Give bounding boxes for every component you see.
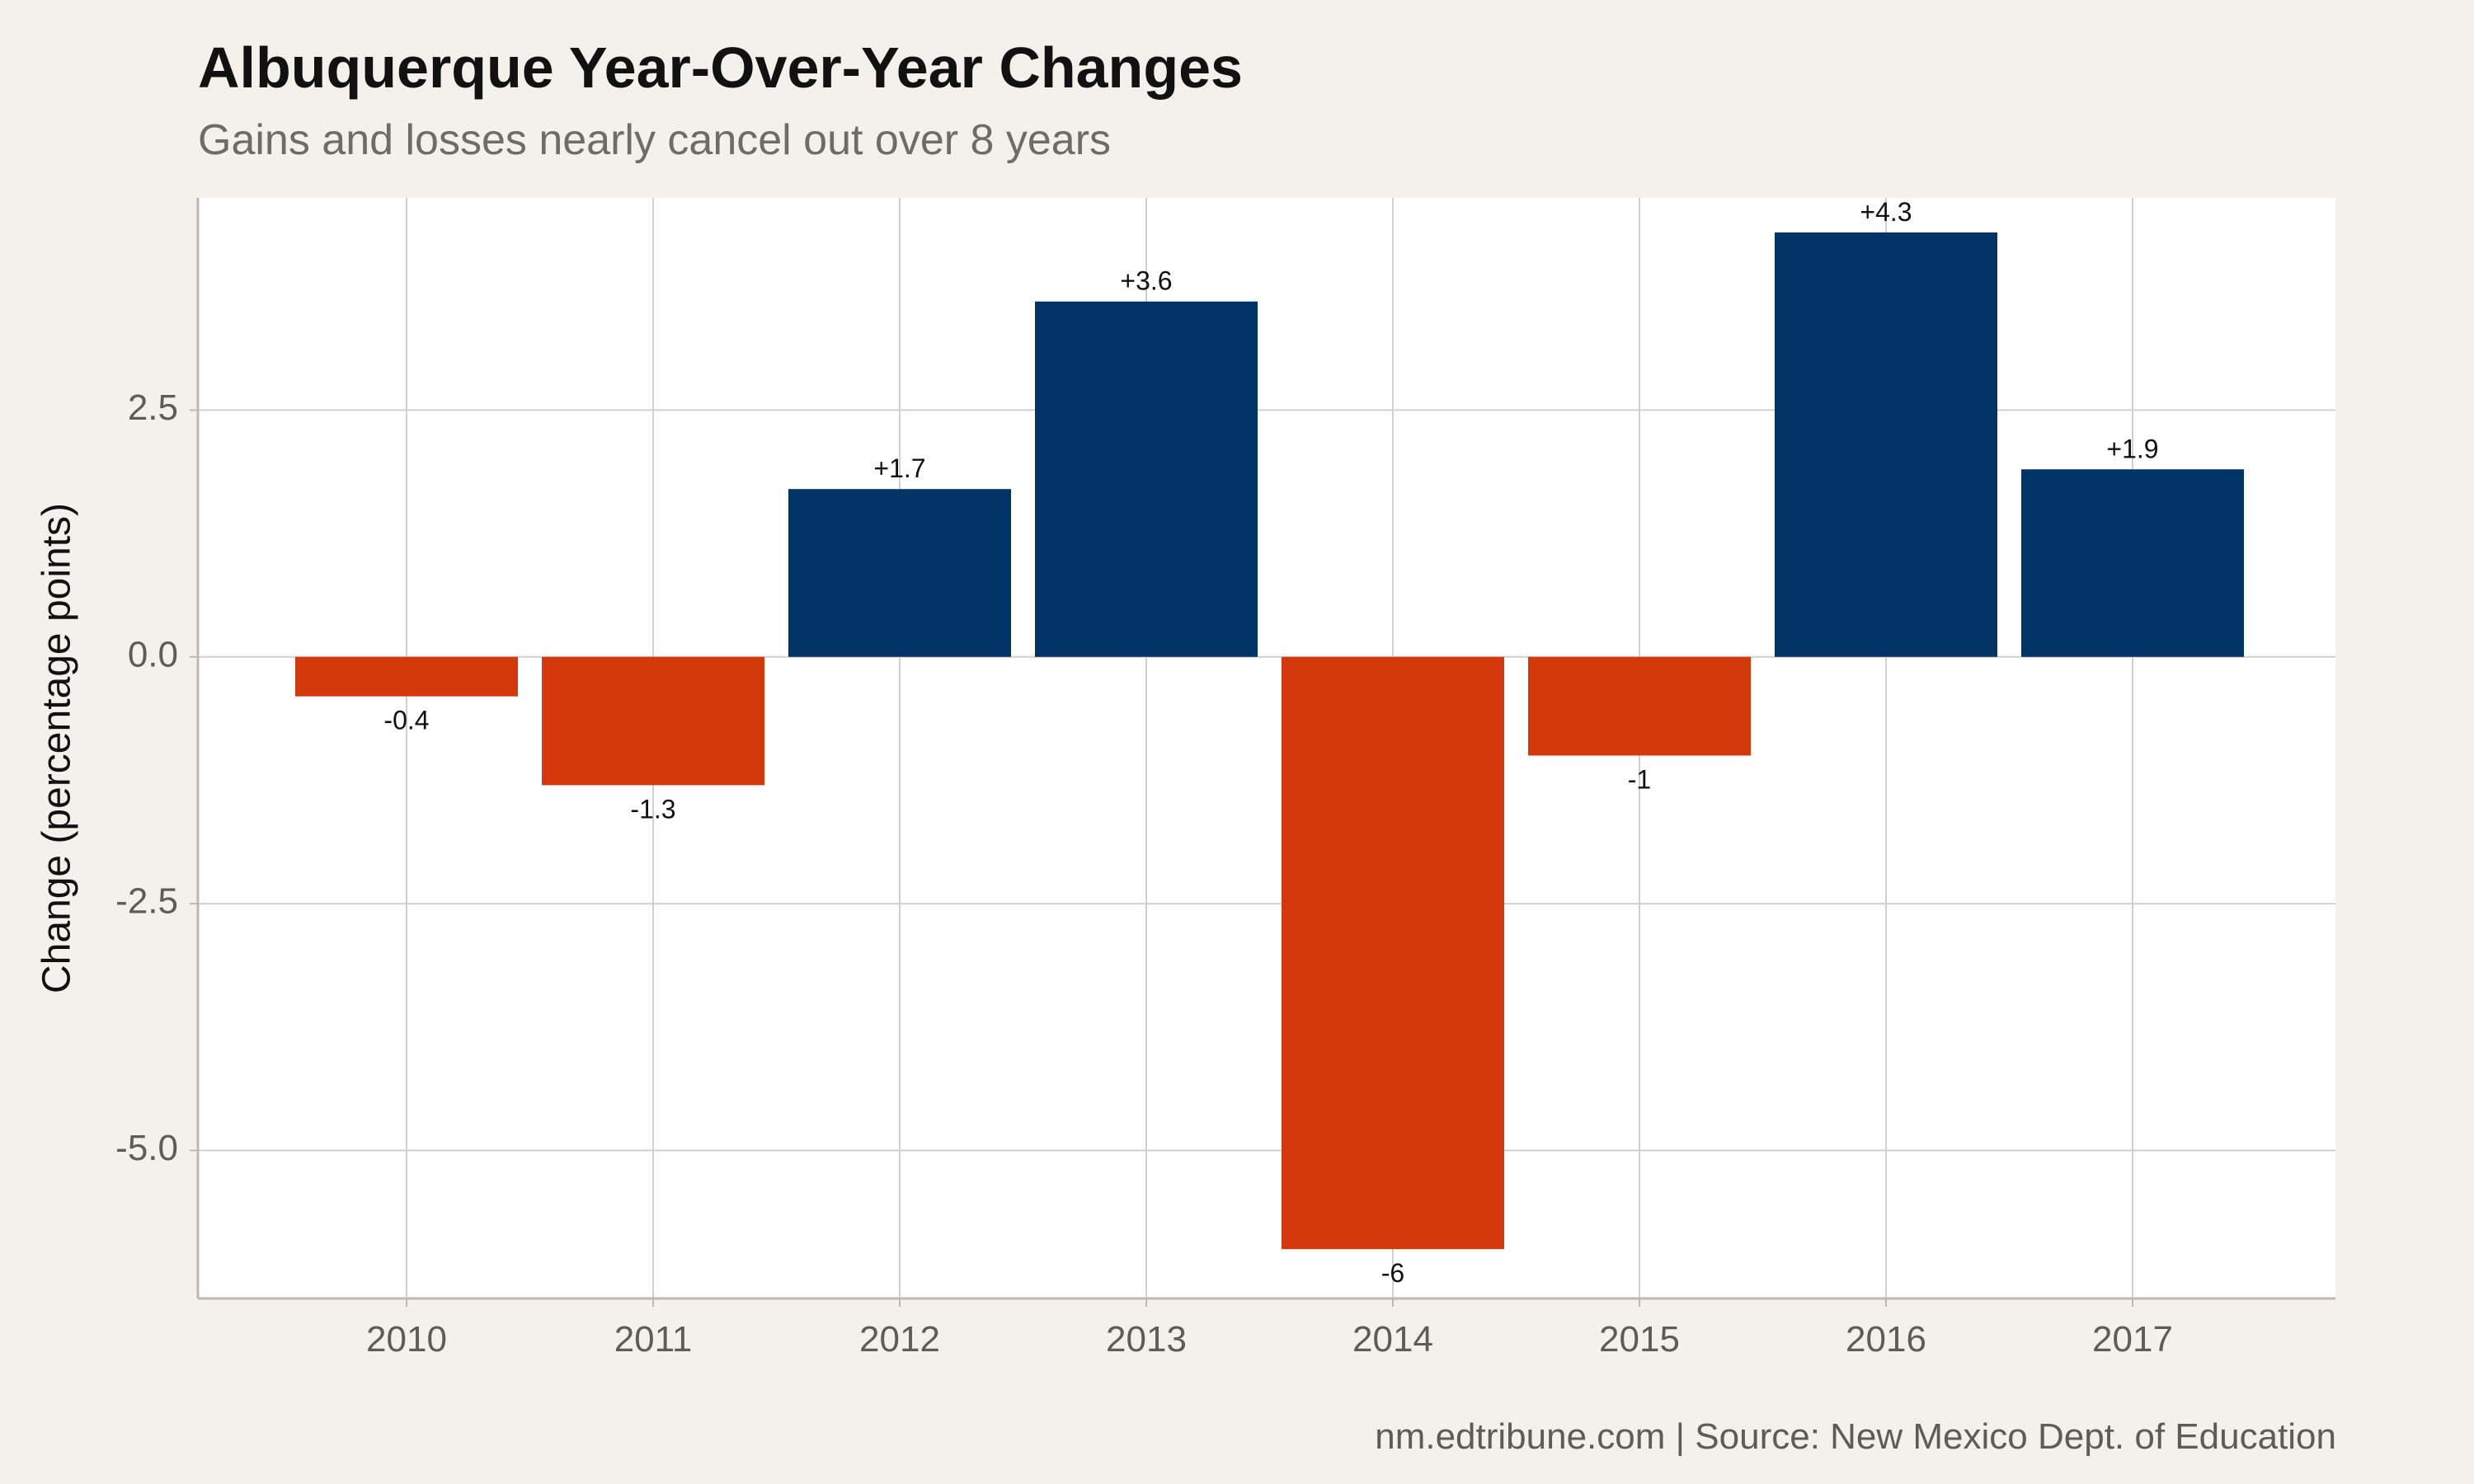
y-axis-title: Change (percentage points) — [35, 503, 79, 993]
x-tick-label: 2010 — [366, 1319, 447, 1360]
data-label: -1.3 — [630, 794, 675, 824]
bar — [295, 656, 518, 697]
x-tick-label: 2011 — [614, 1319, 693, 1360]
bar — [2021, 469, 2244, 657]
x-tick-label: 2017 — [2092, 1319, 2173, 1360]
bar — [1775, 232, 1997, 657]
plot-panel-background — [198, 198, 2335, 1298]
bar — [542, 656, 764, 786]
y-tick-label: 0.0 — [128, 634, 178, 674]
x-tick-label: 2012 — [859, 1319, 940, 1360]
data-labels: -0.4 -1.3 +1.7 +3.6 -6 -1 +4.3 +1.9 — [383, 197, 2158, 1288]
bar — [788, 489, 1011, 657]
data-label: +1.9 — [2106, 434, 2158, 463]
bar — [1282, 656, 1504, 1250]
source-caption: nm.edtribune.com | Source: New Mexico De… — [1375, 1416, 2336, 1457]
gridlines — [198, 198, 2335, 1298]
data-label: +1.7 — [873, 453, 925, 483]
axes: -5.0 -2.5 0.0 2.5 2010 2011 2012 2013 2014 2015 20… — [115, 198, 2335, 1360]
bar — [1035, 301, 1258, 657]
x-tick-label: 2014 — [1352, 1319, 1433, 1360]
data-label: -1 — [1628, 764, 1651, 794]
data-label: -0.4 — [383, 706, 429, 735]
data-label: -6 — [1381, 1258, 1404, 1288]
chart-subtitle: Gains and losses nearly cancel out over … — [198, 116, 1112, 164]
x-tick-label: 2013 — [1106, 1319, 1187, 1360]
y-tick-label: 2.5 — [128, 387, 178, 428]
y-tick-label: -2.5 — [115, 881, 178, 922]
x-tick-label: 2016 — [1846, 1319, 1926, 1360]
x-tick-label: 2015 — [1599, 1319, 1680, 1360]
chart-title: Albuquerque Year-Over-Year Changes — [198, 35, 1243, 100]
data-label: +3.6 — [1120, 266, 1172, 296]
bar — [1528, 656, 1751, 756]
data-label: +4.3 — [1860, 197, 1912, 227]
bars — [295, 232, 2244, 1250]
plot-panel — [198, 198, 2335, 1298]
y-tick-label: -5.0 — [115, 1128, 178, 1168]
